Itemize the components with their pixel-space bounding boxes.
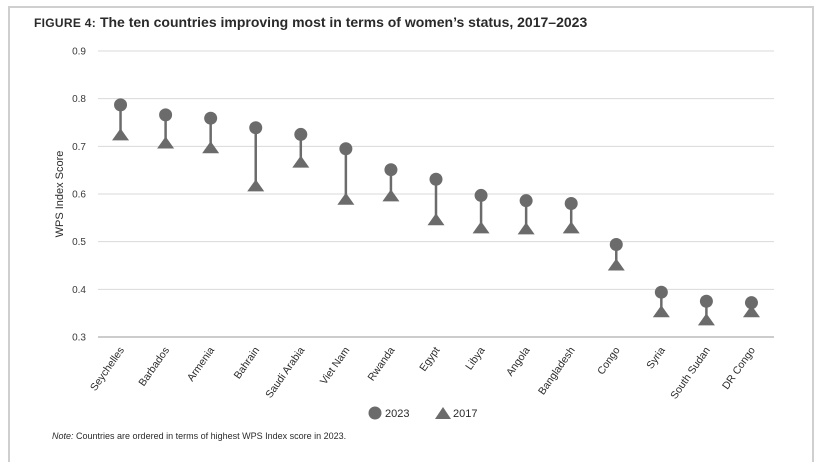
x-tick-label: Congo: [595, 345, 623, 377]
x-tick-label: Armenia: [185, 345, 217, 384]
point-2017-triangle: [562, 221, 580, 234]
point-2017-triangle: [247, 179, 265, 192]
x-tick-label: Rwanda: [365, 345, 397, 384]
x-tick-label: Bahrain: [232, 345, 263, 382]
note-text: Countries are ordered in terms of highes…: [76, 431, 347, 441]
chart-note: Note: Countries are ordered in terms of …: [52, 431, 346, 441]
x-tick-label: South Sudan: [668, 345, 713, 402]
y-tick-label: 0.3: [72, 333, 86, 344]
point-2023-circle: [294, 127, 308, 141]
point-2023-circle: [699, 294, 713, 308]
point-2023-circle: [744, 296, 758, 310]
point-2017-triangle: [202, 141, 220, 154]
point-2017-triangle: [472, 221, 490, 234]
figure-title-text: The ten countries improving most in term…: [99, 14, 588, 30]
legend-2017-label: 2017: [453, 408, 477, 420]
point-2017-triangle: [697, 313, 715, 326]
figure-frame: [8, 6, 814, 462]
point-2023-circle: [204, 111, 218, 125]
y-tick-label: 0.7: [72, 142, 86, 153]
x-tick-label: Viet Nam: [318, 345, 353, 387]
point-2023-circle: [654, 285, 668, 299]
point-2023-circle: [474, 188, 488, 202]
point-2017-triangle: [157, 136, 175, 149]
y-axis-label: WPS Index Score: [54, 151, 66, 238]
point-2017-triangle: [337, 192, 355, 205]
point-2017-triangle: [517, 222, 535, 235]
y-tick-label: 0.4: [72, 285, 86, 296]
x-tick-label: Barbados: [136, 345, 172, 389]
point-2017-triangle: [427, 213, 445, 226]
point-2023-circle: [114, 98, 128, 112]
legend-2023-marker: [368, 406, 382, 420]
point-2017-triangle: [382, 189, 400, 202]
point-2023-circle: [519, 194, 533, 208]
x-tick-label: Libya: [463, 345, 487, 373]
x-tick-label: Saudi Arabia: [263, 345, 307, 401]
x-tick-label: Syria: [644, 345, 668, 372]
y-tick-label: 0.5: [72, 237, 86, 248]
y-tick-label: 0.9: [72, 47, 86, 58]
point-2017-triangle: [112, 128, 130, 141]
x-tick-label: DR Congo: [720, 345, 758, 392]
point-2017-triangle: [652, 305, 670, 318]
x-tick-label: Angola: [504, 345, 533, 379]
point-2023-circle: [249, 121, 263, 135]
x-tick-label: Egypt: [417, 345, 442, 374]
legend-2023-label: 2023: [385, 408, 409, 420]
y-tick-label: 0.8: [72, 94, 86, 105]
x-tick-label: Seychelles: [88, 345, 127, 393]
point-2023-circle: [384, 163, 398, 177]
figure-title: FIGURE 4: The ten countries improving mo…: [34, 14, 587, 30]
point-2017-triangle: [607, 258, 625, 271]
point-2023-circle: [159, 108, 173, 122]
point-2023-circle: [609, 238, 623, 252]
point-2023-circle: [429, 172, 443, 186]
legend-2017-marker: [435, 407, 451, 419]
point-2023-circle: [339, 142, 353, 156]
figure-label: FIGURE 4:: [34, 16, 97, 30]
point-2017-triangle: [292, 155, 310, 168]
note-prefix: Note:: [52, 431, 74, 441]
point-2023-circle: [564, 197, 578, 211]
x-tick-label: Bangladesh: [536, 345, 578, 397]
y-tick-label: 0.6: [72, 190, 86, 201]
point-2017-triangle: [742, 305, 760, 318]
